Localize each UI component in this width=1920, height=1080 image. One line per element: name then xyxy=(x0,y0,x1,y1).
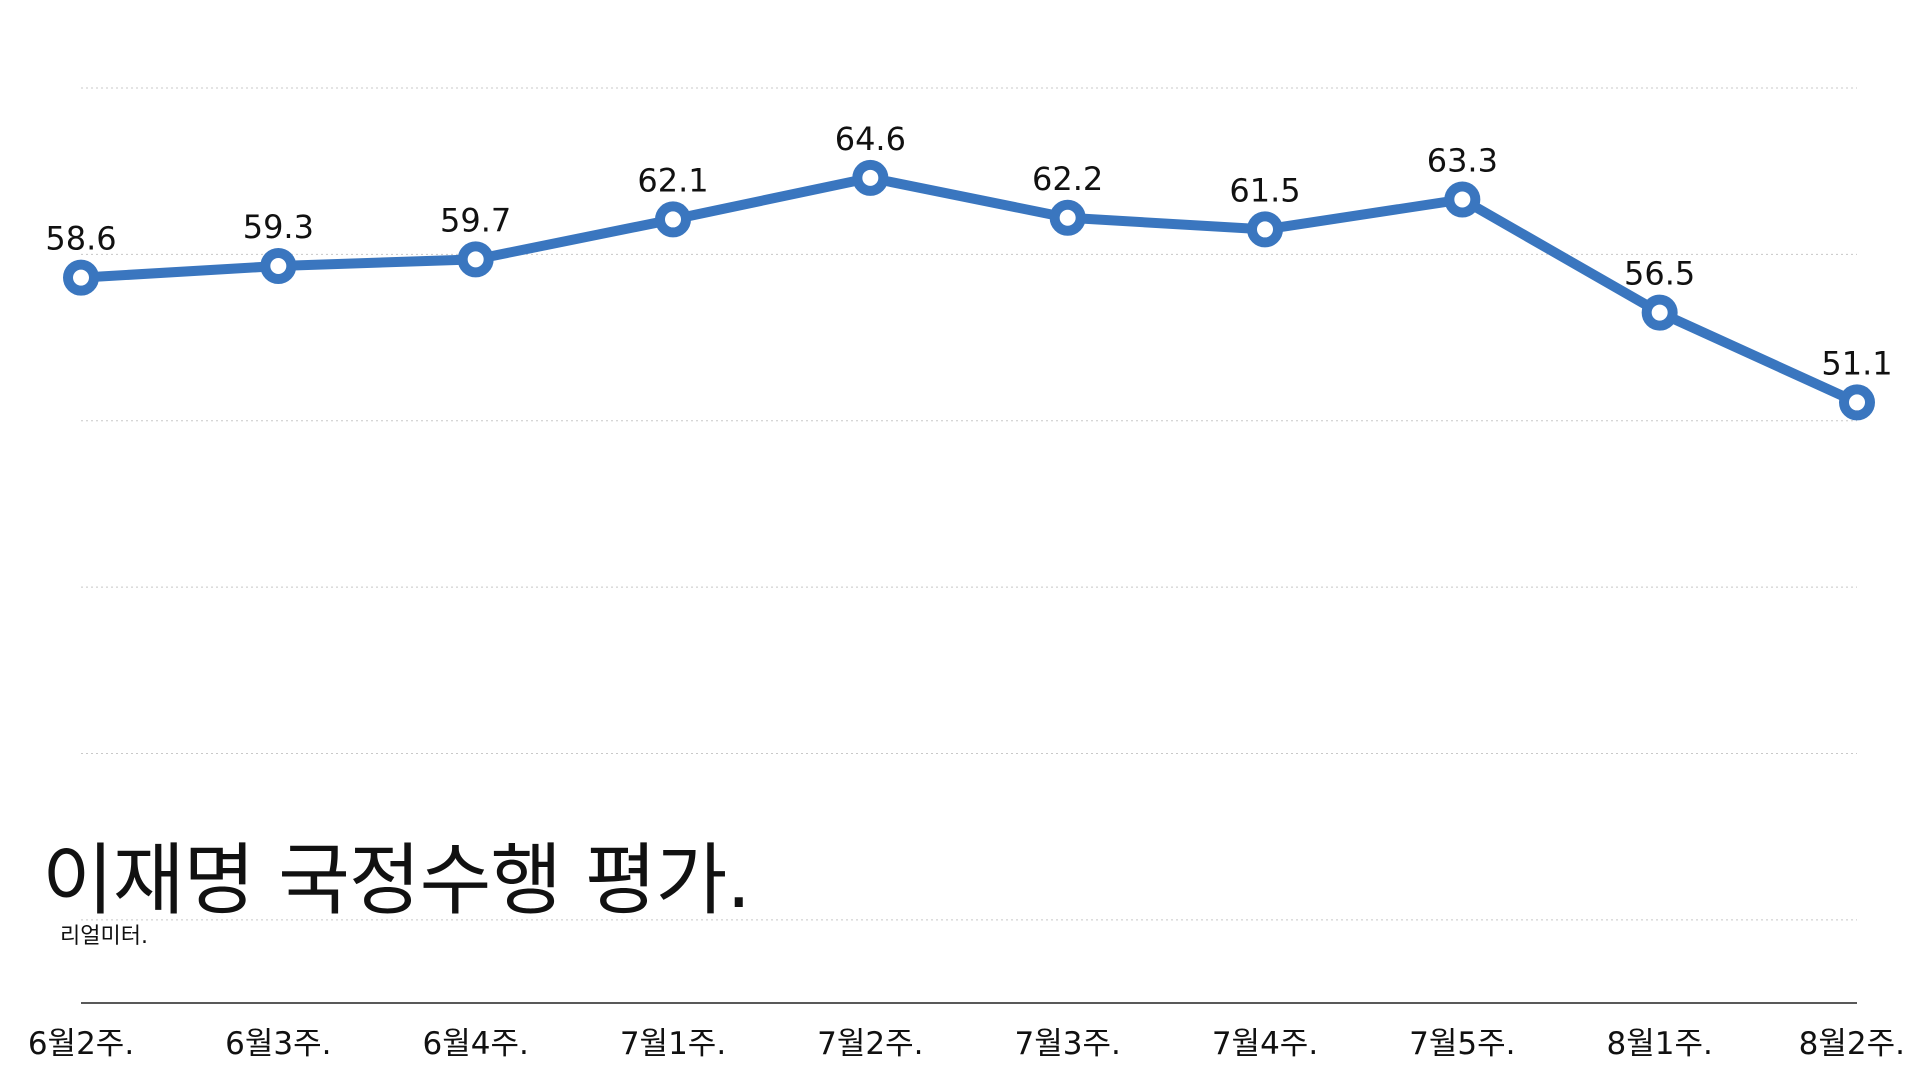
data-label: 61.5 xyxy=(1229,171,1300,209)
x-tick-label: 6월4주. xyxy=(422,1026,528,1062)
data-point xyxy=(457,241,494,278)
gridlines xyxy=(81,87,1857,921)
data-point xyxy=(1839,384,1875,421)
x-tick-label: 8월2주. xyxy=(1799,1026,1905,1062)
chart-source: 리얼미터. xyxy=(60,924,148,949)
data-label: 63.3 xyxy=(1427,141,1498,179)
data-labels: 58.6 59.3 59.7 62.1 64.6 62.2 61.5 63.3 56.5 51.1 xyxy=(45,120,1892,383)
x-tick-label: 6월2주. xyxy=(28,1026,134,1062)
data-point xyxy=(1641,294,1678,331)
x-tick-label: 7월1주. xyxy=(620,1026,726,1062)
x-tick-label: 7월4주. xyxy=(1212,1026,1318,1062)
data-label: 59.7 xyxy=(440,201,511,239)
data-point xyxy=(1444,181,1481,218)
x-tick-labels: 6월2주. 6월3주. 6월4주. 7월1주. 7월2주. 7월3주. 7월4주. 7월5주.… xyxy=(28,1026,1905,1062)
x-tick-label: 7월3주. xyxy=(1014,1026,1120,1062)
series-line xyxy=(76,172,1862,408)
data-point xyxy=(1247,211,1283,248)
x-tick-label: 7월5주. xyxy=(1409,1026,1515,1062)
data-point xyxy=(655,201,691,238)
data-point xyxy=(1049,199,1086,236)
x-tick-label: 8월1주. xyxy=(1606,1026,1712,1062)
data-point xyxy=(852,159,889,196)
data-point xyxy=(63,259,99,296)
data-label: 51.1 xyxy=(1821,344,1892,382)
data-label: 64.6 xyxy=(835,120,906,158)
chart-title: 이재명 국정수행 평가. xyxy=(42,836,751,926)
data-points xyxy=(63,159,1875,421)
data-label: 59.3 xyxy=(243,208,314,246)
x-tick-label: 7월2주. xyxy=(817,1026,923,1062)
data-label: 62.2 xyxy=(1032,160,1103,198)
data-point xyxy=(260,248,297,285)
data-label: 56.5 xyxy=(1624,255,1695,293)
data-label: 58.6 xyxy=(45,220,116,258)
x-tick-label: 6월3주. xyxy=(225,1026,331,1062)
data-label: 62.1 xyxy=(637,161,708,199)
